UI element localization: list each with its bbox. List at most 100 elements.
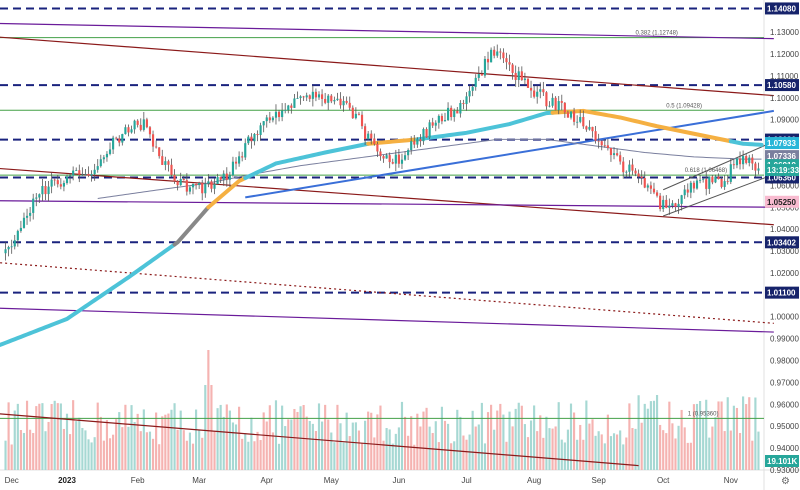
volume-bar bbox=[176, 429, 179, 470]
price-tick-label: 0.97000 bbox=[770, 378, 799, 387]
candle-body bbox=[213, 184, 216, 189]
candle-body bbox=[241, 156, 244, 158]
volume-bar bbox=[16, 403, 19, 470]
price-badge-label: 1.07336 bbox=[767, 152, 796, 161]
level-price-badge[interactable] bbox=[765, 79, 799, 92]
volume-bar bbox=[47, 421, 50, 470]
candle-body bbox=[459, 103, 462, 114]
candle-body bbox=[382, 156, 385, 159]
volume-bar bbox=[302, 405, 305, 470]
volume-bar bbox=[665, 433, 668, 470]
price-badge[interactable] bbox=[765, 150, 799, 163]
candle-body bbox=[188, 187, 192, 192]
candle-body bbox=[327, 95, 330, 103]
candle-body bbox=[631, 164, 634, 171]
price-badge[interactable] bbox=[765, 164, 799, 177]
price-badge[interactable] bbox=[765, 195, 799, 208]
time-tick-label: Mar bbox=[192, 476, 206, 485]
candle-body bbox=[130, 129, 133, 133]
candle-body bbox=[652, 188, 656, 193]
volume-bar bbox=[93, 437, 96, 470]
candle-body bbox=[496, 51, 499, 56]
volume-bar bbox=[643, 403, 646, 470]
candle-body bbox=[446, 107, 450, 121]
volume-bar bbox=[486, 412, 490, 470]
candle-body bbox=[695, 180, 699, 189]
volume-bar bbox=[674, 438, 677, 470]
volume-bar bbox=[351, 422, 354, 470]
candle-body bbox=[480, 74, 483, 76]
time-tick-label: 2023 bbox=[58, 476, 76, 485]
trendline bbox=[245, 109, 774, 199]
volume-bar bbox=[462, 435, 465, 470]
candle-body bbox=[502, 52, 505, 59]
volume-bar bbox=[453, 441, 456, 470]
volume-bar bbox=[327, 419, 330, 470]
candle-body bbox=[124, 127, 127, 135]
candle-body bbox=[548, 105, 551, 107]
candle-body bbox=[185, 180, 188, 192]
price-badge[interactable] bbox=[765, 137, 799, 150]
price-tick-label: 1.13000 bbox=[770, 28, 799, 37]
volume-bar bbox=[265, 421, 268, 470]
volume-bar bbox=[717, 401, 720, 470]
candle-body bbox=[25, 215, 29, 218]
candle-body bbox=[748, 157, 751, 163]
volume-bar bbox=[483, 443, 487, 470]
candle-body bbox=[367, 133, 370, 140]
candle-body bbox=[434, 122, 437, 126]
candle-body bbox=[545, 92, 548, 107]
volume-bar bbox=[490, 404, 493, 470]
volume-bar bbox=[619, 430, 622, 470]
time-axis[interactable]: Dec 2023 Feb Mar Apr May Jun Jul Aug Sep Oct Nov bbox=[5, 476, 738, 485]
level-price-badge-label: 1.01100 bbox=[767, 289, 796, 298]
volume-bar bbox=[576, 439, 579, 470]
candle-body bbox=[75, 170, 78, 172]
volume-bar bbox=[557, 402, 560, 470]
candle-body bbox=[370, 133, 373, 139]
candle-body bbox=[93, 169, 96, 175]
volume-bar bbox=[305, 416, 308, 470]
volume-bar bbox=[480, 402, 483, 470]
candle-body bbox=[443, 120, 447, 122]
volume-bar bbox=[191, 443, 195, 470]
candle-body bbox=[293, 98, 296, 108]
price-axis[interactable]: 1.130001.120001.110001.100001.090001.080… bbox=[765, 2, 800, 475]
candle-body bbox=[336, 98, 339, 101]
volume-bar bbox=[692, 404, 696, 470]
candle-body bbox=[757, 168, 760, 171]
candle-body bbox=[219, 176, 222, 180]
candle-body bbox=[394, 154, 397, 164]
candle-body bbox=[456, 110, 459, 114]
candle-body bbox=[247, 136, 250, 144]
volume-bar bbox=[194, 409, 198, 470]
level-price-badge[interactable] bbox=[765, 236, 799, 249]
volume-bar bbox=[105, 420, 109, 470]
candle-body bbox=[244, 143, 247, 158]
volume-bar bbox=[551, 428, 554, 470]
volume-bar bbox=[529, 420, 533, 470]
volume-bar bbox=[32, 433, 35, 470]
level-price-badge[interactable] bbox=[765, 286, 799, 299]
candle-body bbox=[526, 78, 530, 88]
volume-bar bbox=[388, 429, 391, 470]
volume-bar bbox=[238, 406, 241, 470]
candle-body bbox=[210, 181, 213, 189]
volume-bar bbox=[182, 430, 185, 470]
candle-body bbox=[720, 179, 723, 187]
candle-body bbox=[354, 113, 357, 119]
volume-badge[interactable] bbox=[765, 455, 799, 467]
time-tick-label: Jul bbox=[461, 476, 471, 485]
volume-bar bbox=[625, 437, 628, 470]
volume-bar bbox=[431, 433, 434, 470]
candle-body bbox=[41, 186, 44, 195]
volume-bar bbox=[373, 437, 376, 470]
settings-icon[interactable]: ⚙ bbox=[781, 476, 790, 487]
candle-body bbox=[164, 161, 167, 165]
volume-bar bbox=[539, 415, 542, 470]
volume-bar bbox=[281, 405, 284, 470]
candle-body bbox=[726, 181, 729, 182]
level-price-badge[interactable] bbox=[765, 2, 799, 15]
